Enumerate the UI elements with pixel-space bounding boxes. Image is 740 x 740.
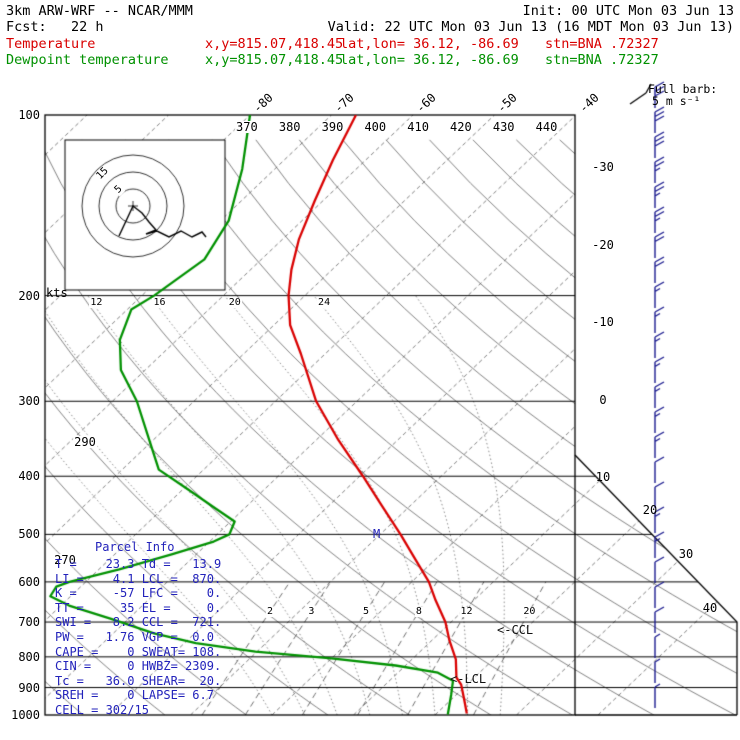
parcel-info-lines: T = 23.3 Td = 13.9 LI = 4.1 LCL = 870. K =… bbox=[55, 557, 221, 718]
pressure-label: 300 bbox=[18, 394, 40, 409]
dry-adiabat-label: 270 bbox=[53, 553, 77, 567]
moist-adiabat-label: 24 bbox=[317, 297, 332, 308]
pressure-label: 500 bbox=[18, 527, 40, 542]
isotherm-label-right: -30 bbox=[592, 159, 614, 174]
mixing-ratio-label: 12 bbox=[459, 606, 474, 617]
parcel-info-line: K = -57 LFC = 0. bbox=[55, 586, 222, 601]
valid-time: Valid: 22 UTC Mon 03 Jun 13 (16 MDT Mon … bbox=[327, 19, 734, 35]
full-barb-legend-value: 5 m s⁻¹ bbox=[652, 94, 701, 108]
temperature-xy: x,y=815.07,418.45 bbox=[205, 36, 344, 52]
isotherm-label-right: -10 bbox=[592, 315, 614, 330]
parcel-info-line: CAPE = 0 SWEAT= 108. bbox=[55, 644, 222, 659]
parcel-info-line: Tc = 36.0 SHEAR= 20. bbox=[55, 673, 222, 688]
parcel-info-line: PW = 1.76 VGP = 0.0 bbox=[55, 629, 214, 644]
parcel-info-line: CELL = 302/15 bbox=[55, 702, 149, 717]
temperature-station: stn=BNA .72327 bbox=[545, 36, 659, 52]
moist-adiabat-label: 12 bbox=[89, 297, 104, 308]
dewpoint-latlon: lat,lon= 36.12, -86.69 bbox=[340, 52, 519, 68]
dewpoint-xy: x,y=815.07,418.45 bbox=[205, 52, 344, 68]
temperature-legend-label: Temperature bbox=[6, 36, 96, 52]
lcl-marker: <-LCL bbox=[450, 672, 487, 686]
mixing-ratio-label: 8 bbox=[414, 606, 423, 617]
isotherm-label-top: -80 bbox=[249, 90, 276, 116]
isotherm-label-right: -20 bbox=[592, 237, 614, 252]
pressure-label: 1000 bbox=[11, 708, 40, 722]
isotherm-label-right: 30 bbox=[678, 546, 694, 561]
full-barb-legend-label: Full barb: bbox=[648, 82, 718, 96]
parcel-info-line: TT = 35 EL = 0. bbox=[55, 600, 222, 615]
mixing-ratio-label: 5 bbox=[361, 606, 370, 617]
mid-level-marker: M bbox=[373, 527, 381, 541]
hodograph-ring-label: 15 bbox=[94, 165, 112, 183]
mixing-ratio-label: 20 bbox=[522, 606, 537, 617]
pressure-label: 900 bbox=[18, 680, 40, 695]
pressure-label: 200 bbox=[18, 288, 40, 303]
dry-adiabat-label: 290 bbox=[73, 435, 97, 449]
dry-adiabat-label: 420 bbox=[449, 120, 473, 134]
pressure-label: 400 bbox=[18, 469, 40, 484]
init-time: Init: 00 UTC Mon 03 Jun 13 bbox=[522, 3, 734, 19]
temperature-latlon: lat,lon= 36.12, -86.69 bbox=[340, 36, 519, 52]
ccl-marker: <-CCL bbox=[497, 623, 534, 637]
isotherm-label-right: 40 bbox=[702, 601, 718, 616]
isotherm-label-right: 10 bbox=[595, 470, 611, 485]
dry-adiabat-label: 430 bbox=[491, 120, 516, 134]
parcel-info-line: CIN = 0 HWBZ= 2309. bbox=[55, 659, 222, 674]
parcel-info-line: T = 23.3 Td = 13.9 bbox=[55, 557, 222, 571]
dewpoint-legend-label: Dewpoint temperature bbox=[6, 52, 169, 68]
isotherm-label-top: -50 bbox=[494, 90, 520, 116]
pressure-label: 600 bbox=[18, 574, 40, 589]
mixing-ratio-label: 3 bbox=[307, 606, 316, 617]
dry-adiabat-label: 390 bbox=[320, 120, 345, 134]
moist-adiabat-label: 16 bbox=[152, 297, 167, 308]
dry-adiabat-label: 380 bbox=[277, 120, 302, 134]
dry-adiabat-label: 440 bbox=[534, 120, 559, 134]
isotherm-label-top: -70 bbox=[331, 90, 357, 116]
dry-adiabat-label: 410 bbox=[406, 120, 430, 134]
parcel-info-panel: Parcel Info T = 23.3 Td = 13.9 LI = 4.1 L… bbox=[55, 540, 221, 718]
pressure-label: 100 bbox=[18, 108, 40, 122]
isotherm-label-right: 0 bbox=[599, 392, 607, 407]
dry-adiabat-label: 370 bbox=[235, 120, 259, 134]
mixing-ratio-label: 2 bbox=[265, 606, 274, 617]
parcel-info-title: Parcel Info bbox=[95, 540, 175, 554]
hodograph-ring-label: 5 bbox=[112, 183, 126, 197]
dewpoint-station: stn=BNA .72327 bbox=[545, 52, 659, 68]
moist-adiabat-label: 20 bbox=[227, 297, 242, 308]
hodograph-units-label: kts bbox=[46, 286, 68, 300]
parcel-info-line: SWI = 8.2 CCL = 721. bbox=[55, 615, 222, 630]
isotherm-label-top: -40 bbox=[575, 90, 602, 116]
isotherm-label-top: -60 bbox=[412, 90, 439, 116]
dry-adiabat-label: 400 bbox=[363, 120, 388, 134]
isotherm-label-right: 20 bbox=[642, 503, 658, 518]
parcel-info-line: LI = 4.1 LCL = 870. bbox=[55, 571, 222, 586]
forecast-hour: Fcst: 22 h bbox=[6, 19, 104, 35]
parcel-info-line: SREH = 0 LAPSE= 6.7 bbox=[55, 688, 214, 703]
model-title: 3km ARW-WRF -- NCAR/MMM bbox=[6, 3, 193, 19]
pressure-label: 800 bbox=[18, 649, 40, 664]
pressure-label: 700 bbox=[18, 615, 40, 630]
